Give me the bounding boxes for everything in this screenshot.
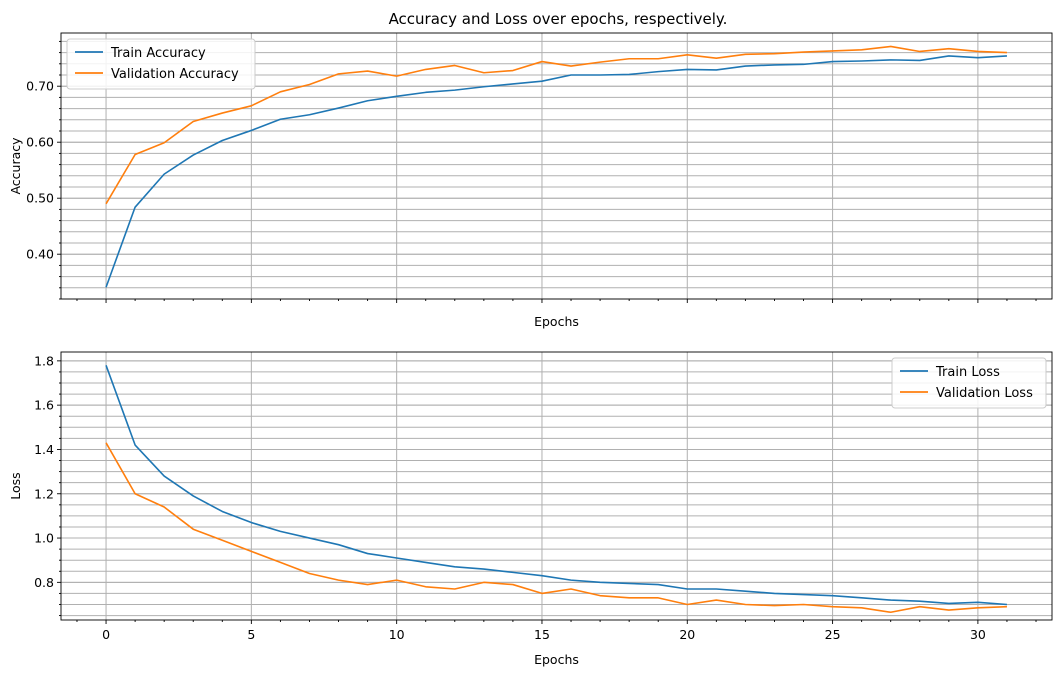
loss-series-validation-line <box>105 442 1007 614</box>
loss-x-tick-label: 20 <box>679 627 695 642</box>
loss-x-tick-label: 0 <box>102 627 110 642</box>
loss-y-tick-label: 1.0 <box>34 531 54 546</box>
accuracy-x-axis-label: Epochs <box>534 314 579 329</box>
loss-y-tick-label: 1.8 <box>34 353 54 368</box>
loss-x-tick-label: 30 <box>970 627 986 642</box>
loss-legend-box <box>891 357 1047 409</box>
loss-axes-frame <box>60 351 1053 621</box>
accuracy-chart: 0.40 0.50 0.60 0.70 Epochs Accuracy Train Accu… <box>8 32 1053 329</box>
loss-chart: 0 5 10 15 20 25 30 0.8 1.0 1.2 1.4 1.6 1.8 Epochs Loss… <box>8 351 1053 667</box>
accuracy-y-axis-label: Accuracy <box>8 137 23 195</box>
accuracy-legend-label: Train Accuracy <box>110 46 206 61</box>
loss-x-tick-label: 25 <box>825 627 841 642</box>
accuracy-legend-label: Validation Accuracy <box>111 67 239 82</box>
accuracy-y-tick-label: 0.60 <box>26 135 54 150</box>
loss-x-axis-label: Epochs <box>534 652 579 667</box>
loss-series-train-line <box>105 365 1008 606</box>
accuracy-axes-frame <box>60 32 1053 300</box>
loss-y-tick-label: 1.6 <box>34 398 54 413</box>
accuracy-y-tick-label: 0.70 <box>26 79 54 94</box>
loss-legend-label: Train Loss <box>935 365 1000 380</box>
loss-y-tick-label: 0.8 <box>34 575 54 590</box>
loss-x-tick-label: 5 <box>247 627 255 642</box>
loss-legend-label: Validation Loss <box>936 386 1033 401</box>
loss-y-axis-label: Loss <box>8 472 23 499</box>
loss-legend: Train Loss Validation Loss <box>891 357 1047 409</box>
loss-x-tick-label: 10 <box>389 627 405 642</box>
accuracy-legend: Train Accuracy Validation Accuracy <box>66 38 256 90</box>
accuracy-y-tick-label: 0.40 <box>26 247 54 262</box>
chart-title: Accuracy and Loss over epochs, respectiv… <box>389 10 728 28</box>
accuracy-series-validation-line <box>105 45 1007 205</box>
accuracy-y-tick-label: 0.50 <box>26 191 54 206</box>
accuracy-legend-box <box>66 38 256 90</box>
loss-y-tick-label: 1.4 <box>34 442 54 457</box>
loss-y-tick-label: 1.2 <box>34 486 54 501</box>
loss-x-tick-label: 15 <box>534 627 550 642</box>
accuracy-series-train-line <box>105 55 1007 288</box>
